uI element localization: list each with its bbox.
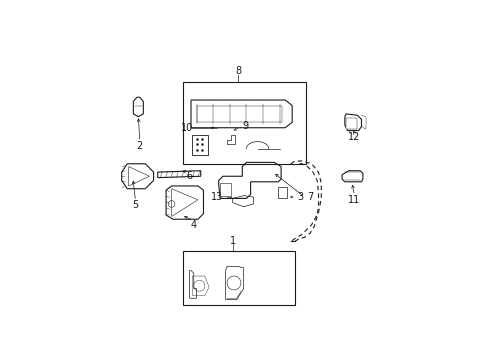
- Text: 7: 7: [306, 192, 313, 202]
- Bar: [183, 251, 294, 305]
- Text: 11: 11: [348, 195, 360, 205]
- Bar: [278, 187, 286, 198]
- Text: 8: 8: [235, 67, 241, 76]
- Text: 13: 13: [211, 192, 223, 202]
- Bar: [183, 82, 305, 164]
- Text: 9: 9: [242, 121, 247, 131]
- Text: 2: 2: [136, 141, 142, 151]
- Text: 4: 4: [190, 220, 197, 230]
- Bar: [346, 118, 357, 129]
- Text: 12: 12: [347, 132, 360, 143]
- Bar: [192, 135, 207, 156]
- Text: 5: 5: [132, 201, 139, 210]
- Bar: [220, 183, 231, 195]
- Text: 6: 6: [186, 171, 192, 181]
- Text: 1: 1: [229, 235, 235, 246]
- Text: 3: 3: [297, 192, 303, 202]
- Text: 10: 10: [181, 123, 193, 133]
